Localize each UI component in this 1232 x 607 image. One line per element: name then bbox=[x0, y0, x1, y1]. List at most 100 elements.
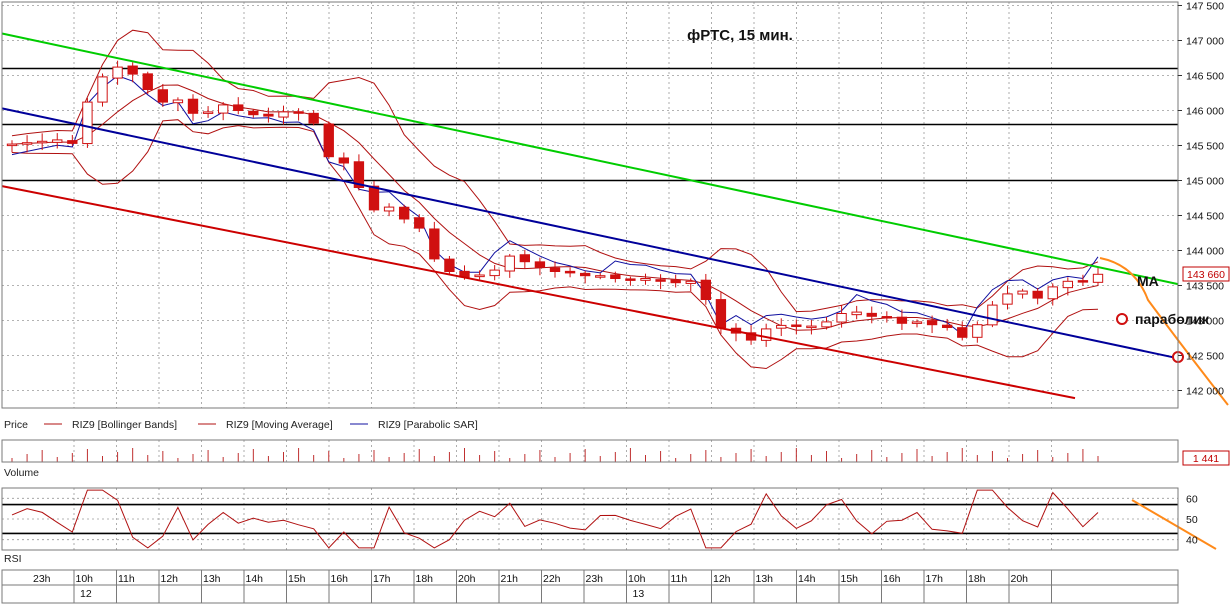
time-tick-label: 23h bbox=[33, 573, 51, 585]
candle-body bbox=[263, 113, 274, 117]
time-tick-label: 14h bbox=[798, 573, 816, 585]
time-tick-label: 10h bbox=[628, 573, 646, 585]
candle-body bbox=[142, 73, 153, 91]
candle-body bbox=[278, 111, 289, 118]
time-tick-label: 10h bbox=[76, 573, 94, 585]
candle-body bbox=[97, 76, 108, 103]
candle-body bbox=[776, 324, 787, 329]
candle-body bbox=[564, 270, 576, 274]
candle-body bbox=[82, 101, 93, 145]
candle-body bbox=[112, 66, 123, 79]
candle-body bbox=[414, 217, 425, 229]
legend-moving-average: RIZ9 [Moving Average] bbox=[226, 419, 333, 431]
candle-body bbox=[353, 161, 365, 188]
candle-body bbox=[640, 278, 651, 281]
candle-body bbox=[172, 99, 184, 104]
candle-body bbox=[685, 280, 696, 284]
candle-body bbox=[338, 157, 350, 164]
time-tick-label: 16h bbox=[331, 573, 349, 585]
candle-body bbox=[579, 272, 591, 277]
price-tick-label: 147 500 bbox=[1186, 1, 1224, 13]
candle-body bbox=[896, 316, 908, 324]
time-tick-label: 20h bbox=[1011, 573, 1029, 585]
candle-body bbox=[1047, 286, 1058, 300]
bollinger-lower bbox=[11, 119, 1099, 370]
date-label: 13 bbox=[633, 588, 645, 600]
time-tick-label: 18h bbox=[968, 573, 986, 585]
candle-body bbox=[36, 140, 48, 144]
candle-body bbox=[202, 111, 214, 114]
candle-body bbox=[504, 255, 515, 272]
last-price-label: 143 660 bbox=[1187, 269, 1225, 281]
time-tick-label: 18h bbox=[416, 573, 434, 585]
price-tick-label: 143 500 bbox=[1186, 281, 1224, 293]
sar-marker bbox=[1116, 313, 1128, 325]
candle-body bbox=[911, 321, 923, 324]
candle-body bbox=[489, 269, 500, 277]
time-tick-label: 13h bbox=[756, 573, 774, 585]
candle-body bbox=[6, 143, 18, 147]
candle-body bbox=[926, 320, 938, 326]
candle-body bbox=[383, 206, 395, 212]
rsi-tick-label: 60 bbox=[1186, 493, 1198, 505]
candle-body bbox=[157, 89, 169, 103]
candle-body bbox=[941, 324, 953, 329]
candle-body bbox=[534, 261, 546, 268]
candle-body bbox=[957, 327, 968, 338]
candle-body bbox=[881, 316, 893, 319]
candle-body bbox=[760, 328, 772, 341]
price-tick-label: 143 000 bbox=[1186, 316, 1224, 328]
candle-body bbox=[549, 267, 561, 272]
candle-body bbox=[655, 279, 666, 282]
candle-body bbox=[1077, 280, 1089, 283]
candle-body bbox=[1092, 273, 1104, 283]
candle-body bbox=[293, 111, 304, 114]
candle-body bbox=[595, 275, 606, 278]
candle-body bbox=[308, 112, 319, 124]
candle-body bbox=[806, 325, 817, 329]
forecast-curve bbox=[1099, 257, 1229, 406]
candle-layer bbox=[6, 60, 1104, 549]
candle-body bbox=[821, 321, 832, 328]
time-tick-label: 12h bbox=[713, 573, 731, 585]
candle-body bbox=[1062, 280, 1074, 289]
legend-bollinger: RIZ9 [Bollinger Bands] bbox=[72, 419, 177, 431]
candle-body bbox=[217, 104, 229, 114]
candle-body bbox=[67, 140, 78, 144]
time-tick-label: 13h bbox=[203, 573, 221, 585]
parabolic-annotation: параболик bbox=[1135, 311, 1210, 327]
time-tick-label: 11h bbox=[671, 573, 688, 585]
candle-body bbox=[1002, 293, 1013, 305]
candle-body bbox=[836, 313, 847, 323]
trend-line-blue bbox=[1, 107, 1179, 360]
time-tick-label: 23h bbox=[586, 573, 604, 585]
price-tick-label: 144 000 bbox=[1186, 246, 1224, 258]
bollinger-upper bbox=[11, 29, 1099, 313]
candle-body bbox=[851, 311, 862, 316]
volume-last-box bbox=[1182, 450, 1230, 466]
candle-body bbox=[368, 185, 380, 211]
candle-body bbox=[1032, 290, 1043, 299]
time-tick-label: 15h bbox=[841, 573, 859, 585]
candle-body bbox=[866, 312, 877, 317]
price-tick-label: 145 500 bbox=[1186, 141, 1224, 153]
time-panel-frame bbox=[1, 569, 1179, 604]
candle-body bbox=[1017, 290, 1028, 295]
rsi-panel-frame bbox=[1, 487, 1179, 551]
candle-body bbox=[670, 279, 681, 284]
candle-body bbox=[474, 274, 485, 278]
frame-layer bbox=[1, 1, 1179, 604]
price-tick-label: 142 000 bbox=[1186, 386, 1224, 398]
trend-layer bbox=[1, 32, 1229, 550]
candle-body bbox=[610, 274, 621, 280]
time-tick-label: 20h bbox=[458, 573, 476, 585]
time-tick-label: 17h bbox=[373, 573, 391, 585]
candle-body bbox=[700, 279, 712, 301]
candle-body bbox=[21, 142, 33, 145]
time-tick-label: 11h bbox=[118, 573, 135, 585]
candle-body bbox=[429, 228, 440, 260]
rsi-tick-label: 40 bbox=[1186, 535, 1198, 547]
